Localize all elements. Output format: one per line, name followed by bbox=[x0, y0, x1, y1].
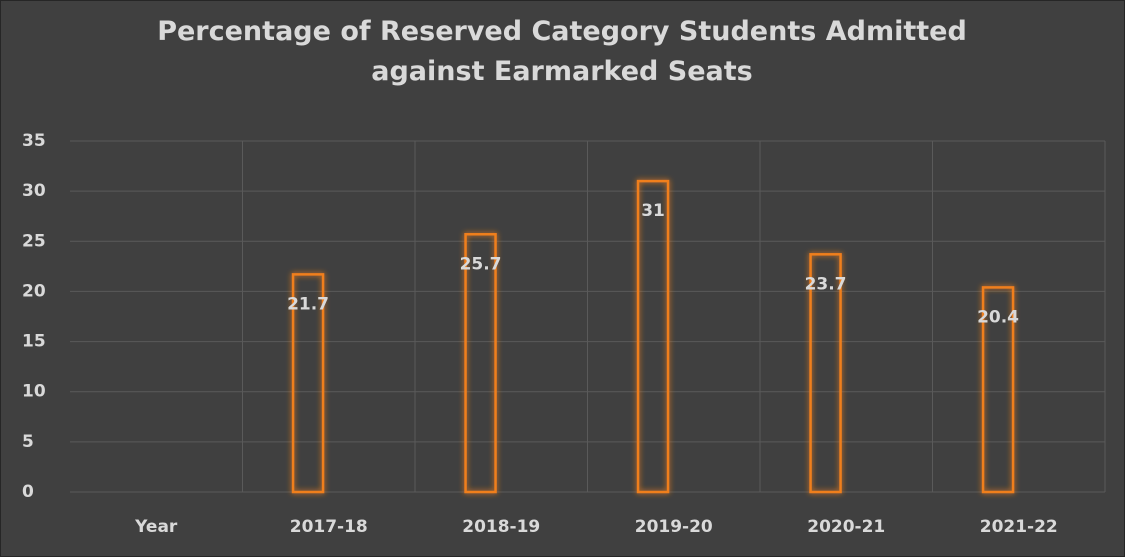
y-tick-label: 20 bbox=[22, 281, 46, 301]
y-tick-label: 25 bbox=[22, 231, 46, 251]
data-label: 20.4 bbox=[977, 307, 1019, 327]
y-tick-label: 5 bbox=[22, 432, 34, 452]
y-tick-label: 15 bbox=[22, 332, 46, 352]
x-tick-label: 2017-18 bbox=[290, 517, 368, 537]
data-label: 23.7 bbox=[805, 274, 847, 294]
bar bbox=[809, 253, 842, 494]
x-tick-label: 2018-19 bbox=[462, 517, 540, 537]
bar bbox=[636, 179, 670, 494]
chart-title: Percentage of Reserved Category Students… bbox=[157, 16, 967, 87]
data-label: 31 bbox=[641, 201, 665, 221]
y-tick-label: 30 bbox=[22, 181, 46, 201]
data-label: 25.7 bbox=[460, 254, 502, 274]
x-tick-label: 2019-20 bbox=[635, 517, 713, 537]
x-tick-label: 2020-21 bbox=[807, 517, 885, 537]
y-tick-label: 10 bbox=[22, 382, 46, 402]
data-label: 21.7 bbox=[287, 294, 329, 314]
x-tick-label: Year bbox=[134, 517, 178, 537]
bar bbox=[464, 233, 497, 494]
y-tick-label: 0 bbox=[22, 482, 34, 502]
x-tick-label: 2021-22 bbox=[980, 517, 1058, 537]
bar bbox=[981, 286, 1015, 494]
bar bbox=[291, 273, 325, 494]
y-tick-label: 35 bbox=[22, 131, 46, 151]
